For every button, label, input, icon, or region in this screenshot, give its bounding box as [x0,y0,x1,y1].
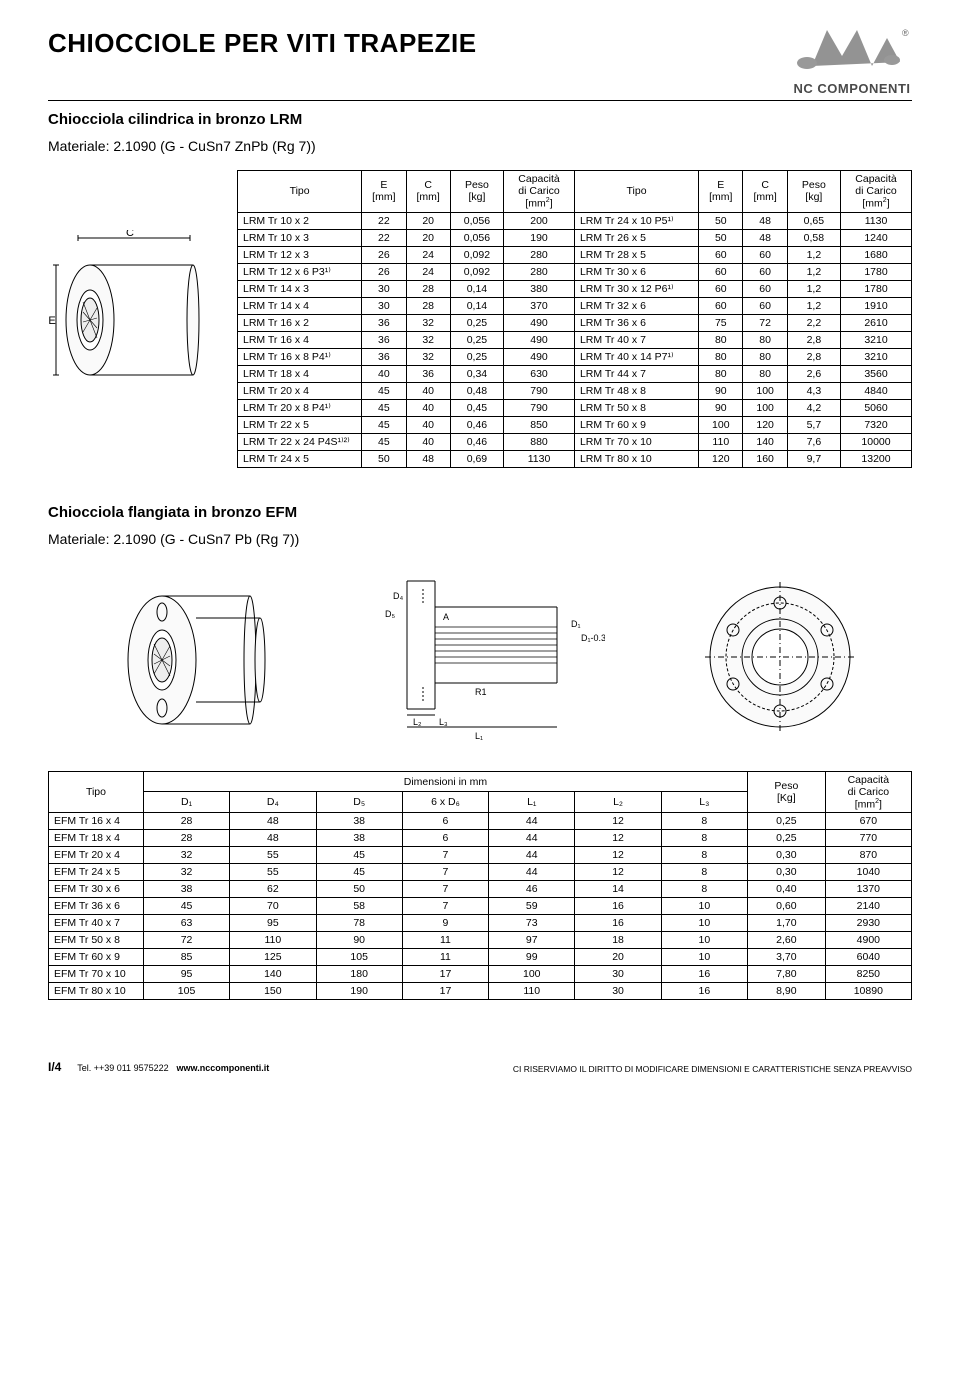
svg-text:R1: R1 [475,687,487,697]
col2-cap: Capacitàdi Carico[mm2] [825,771,911,813]
table-row: LRM Tr 12 x 326240,092280LRM Tr 28 x 560… [238,246,912,263]
col-e: E[mm] [362,171,406,213]
footer-tel: Tel. ++39 011 9575222 [77,1063,168,1073]
table-row: EFM Tr 70 x 10951401801710030167,808250 [49,966,912,983]
svg-text:D₅: D₅ [385,609,395,619]
section2-subtitle: Chiocciola flangiata in bronzo EFM [48,504,912,521]
col-peso2: Peso[kg] [787,171,840,213]
table-row: LRM Tr 16 x 8 P4¹⁾36320,25490LRM Tr 40 x… [238,348,912,365]
table-row: EFM Tr 50 x 87211090119718102,604900 [49,932,912,949]
svg-text:L₂: L₂ [413,717,422,727]
svg-text:A: A [443,612,449,622]
section2-material: Materiale: 2.1090 (G - CuSn7 Pb (Rg 7)) [48,531,912,547]
svg-text:®: ® [902,28,909,38]
table-row: EFM Tr 30 x 63862507461480,401370 [49,881,912,898]
table-row: EFM Tr 36 x 645705875916100,602140 [49,898,912,915]
table-row: LRM Tr 20 x 445400,48790LRM Tr 48 x 8901… [238,382,912,399]
table-row: LRM Tr 14 x 430280,14370LRM Tr 32 x 6606… [238,297,912,314]
svg-text:D₁-0.3: D₁-0.3 [581,633,605,643]
table-row: LRM Tr 22 x 24 P4S¹⁾²⁾45400,46880LRM Tr … [238,433,912,450]
lrm-table: Tipo E[mm] C[mm] Peso[kg] Capacitàdi Car… [237,170,912,468]
col2-sub: 6 x D₆ [402,792,488,813]
svg-text:D₁: D₁ [571,619,581,629]
table-row: LRM Tr 12 x 6 P3¹⁾26240,092280LRM Tr 30 … [238,263,912,280]
logo-text: NC COMPONENTI [792,81,912,96]
svg-text:D₄: D₄ [393,591,403,601]
table-row: LRM Tr 22 x 545400,46850LRM Tr 60 x 9100… [238,416,912,433]
efm-table: Tipo Dimensioni in mm Peso[Kg] Capacitàd… [48,771,912,1001]
col2-sub: L₃ [661,792,747,813]
footer-url: www.nccomponenti.it [177,1063,270,1073]
efm-drawings: D₅ D₄ D₁ D₁-0.3 R1 L₁ L₂ L₃ A [48,567,912,747]
col-cap: Capacitàdi Carico[mm2] [504,171,575,213]
company-logo: ® NC COMPONENTI [792,18,912,96]
table-row: EFM Tr 40 x 763957897316101,702930 [49,915,912,932]
svg-text:L₁: L₁ [475,731,483,741]
svg-text:L₃: L₃ [439,717,448,727]
col-c2: C[mm] [743,171,787,213]
footer-disclaimer: CI RISERVIAMO IL DIRITTO DI MODIFICARE D… [513,1064,912,1074]
page-number: I/4 [48,1060,61,1074]
table-row: LRM Tr 10 x 222200,056200LRM Tr 24 x 10 … [238,212,912,229]
table-row: EFM Tr 24 x 53255457441280,301040 [49,864,912,881]
col-peso: Peso[kg] [450,171,503,213]
page-title: CHIOCCIOLE PER VITI TRAPEZIE [48,28,477,59]
col2-dim: Dimensioni in mm [143,771,747,792]
col2-peso: Peso[Kg] [748,771,826,813]
table-row: EFM Tr 80 x 101051501901711030168,901089… [49,983,912,1000]
table-row: EFM Tr 60 x 985125105119920103,706040 [49,949,912,966]
table-row: LRM Tr 18 x 440360,34630LRM Tr 44 x 7808… [238,365,912,382]
table-row: LRM Tr 16 x 436320,25490LRM Tr 40 x 7808… [238,331,912,348]
col2-tipo: Tipo [49,771,144,813]
col2-sub: D₄ [230,792,316,813]
col2-sub: D₁ [143,792,229,813]
table-row: EFM Tr 18 x 42848386441280,25770 [49,830,912,847]
lrm-drawing: C E [48,230,223,403]
section1-material: Materiale: 2.1090 (G - CuSn7 ZnPb (Rg 7)… [48,138,912,154]
svg-text:E: E [48,315,55,327]
col-c: C[mm] [406,171,450,213]
col-tipo2: Tipo [574,171,698,213]
col2-sub: L₁ [489,792,575,813]
table-row: LRM Tr 14 x 330280,14380LRM Tr 30 x 12 P… [238,280,912,297]
table-row: LRM Tr 24 x 550480,691130LRM Tr 80 x 101… [238,450,912,467]
col-cap2: Capacitàdi Carico[mm2] [841,171,912,213]
col-e2: E[mm] [699,171,743,213]
col2-sub: D₅ [316,792,402,813]
section1-subtitle: Chiocciola cilindrica in bronzo LRM [48,111,912,128]
table-row: LRM Tr 20 x 8 P4¹⁾45400,45790LRM Tr 50 x… [238,399,912,416]
svg-text:C: C [126,230,134,239]
col-tipo: Tipo [238,171,362,213]
col2-sub: L₂ [575,792,661,813]
table-row: LRM Tr 10 x 322200,056190LRM Tr 26 x 550… [238,229,912,246]
table-row: LRM Tr 16 x 236320,25490LRM Tr 36 x 6757… [238,314,912,331]
table-row: EFM Tr 20 x 43255457441280,30870 [49,847,912,864]
table-row: EFM Tr 16 x 42848386441280,25670 [49,813,912,830]
